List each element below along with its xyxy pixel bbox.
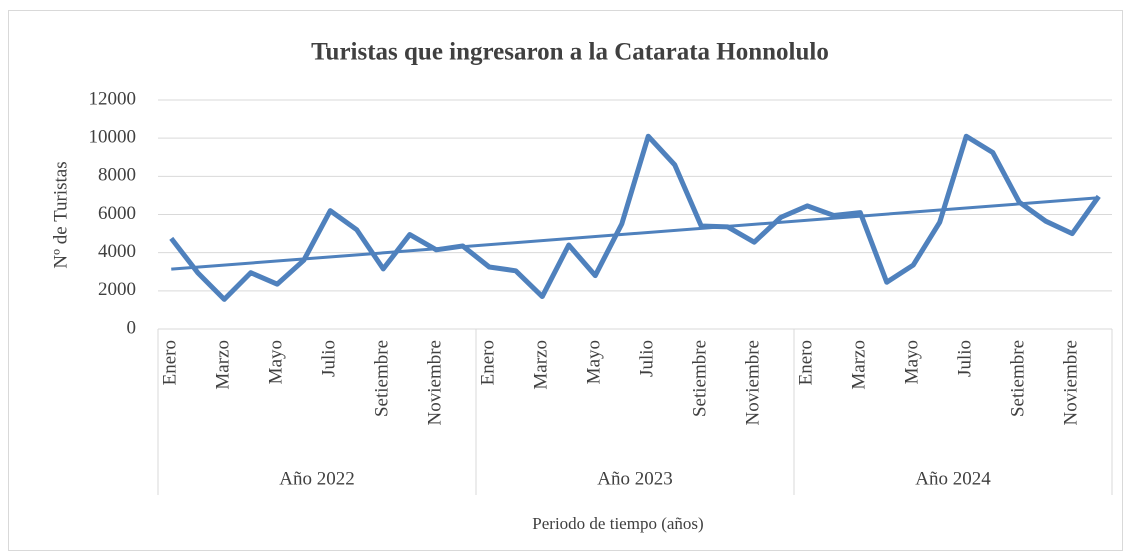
x-tick-label: Julio <box>319 340 340 377</box>
x-tick-label: Noviembre <box>1061 340 1082 425</box>
group-label: Año 2022 <box>279 468 354 489</box>
x-tick-label: Setiembre <box>1008 340 1029 417</box>
y-tick-label: 2000 <box>98 279 136 300</box>
x-tick-label: Marzo <box>849 340 870 390</box>
y-tick-label: 4000 <box>98 241 136 262</box>
x-tick-label: Enero <box>478 340 499 385</box>
x-tick-label: Julio <box>955 340 976 377</box>
x-tick-label: Noviembre <box>743 340 764 425</box>
y-tick-label: 0 <box>127 317 137 338</box>
x-tick-label: Setiembre <box>690 340 711 417</box>
y-tick-label: 6000 <box>98 203 136 224</box>
y-axis-title: Nº de Turistas <box>50 161 71 268</box>
y-tick-label: 10000 <box>89 127 137 148</box>
x-tick-label: Noviembre <box>425 340 446 425</box>
chart-title: Turistas que ingresaron a la Catarata Ho… <box>311 39 829 66</box>
data-line <box>169 133 1101 302</box>
x-tick-label: Enero <box>160 340 181 385</box>
group-label: Año 2023 <box>597 468 672 489</box>
x-tick-label: Enero <box>796 340 817 385</box>
x-tick-label: Marzo <box>531 340 552 390</box>
group-label: Año 2024 <box>915 468 991 489</box>
x-tick-label: Setiembre <box>372 340 393 417</box>
x-tick-label: Marzo <box>213 340 234 390</box>
x-tick-label: Mayo <box>902 340 923 384</box>
trendline <box>171 196 1099 271</box>
y-tick-label: 8000 <box>98 165 136 186</box>
y-tick-label: 12000 <box>89 88 137 109</box>
x-tick-label: Mayo <box>266 340 287 384</box>
x-tick-label: Mayo <box>584 340 605 384</box>
x-axis-title: Periodo de tiempo (años) <box>532 514 703 533</box>
x-tick-label: Julio <box>637 340 658 377</box>
